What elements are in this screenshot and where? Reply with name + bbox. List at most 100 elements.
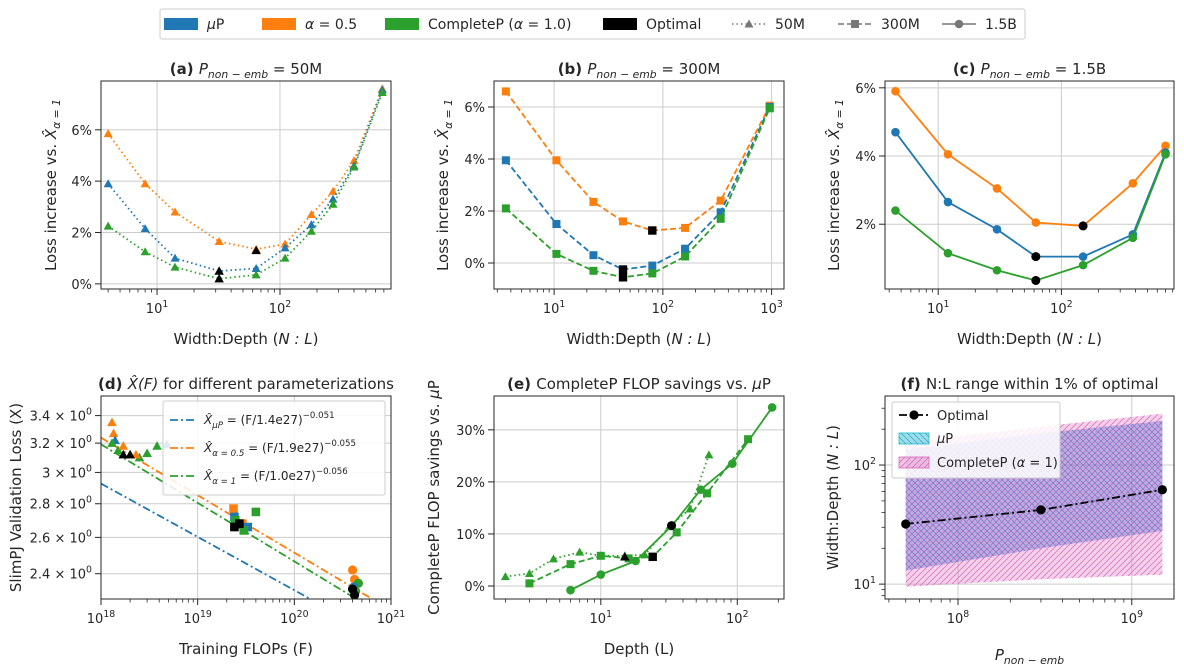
data-point	[681, 223, 690, 232]
panel-title-c-part-1: P	[981, 60, 991, 78]
legend-label-s50: 50M	[775, 17, 805, 33]
optimal-point	[214, 266, 224, 275]
y-axis-label-a-part-0: Loss increase vs.	[42, 139, 60, 271]
panel-title-d-part-1: X̂(F)	[127, 374, 159, 393]
x-tick-label-part-0: 10	[280, 612, 297, 627]
legend-marker-s50	[744, 19, 754, 28]
y-tick-label: 3.4 × 100	[30, 407, 92, 425]
data-point	[552, 220, 561, 228]
y-tick-label-part-2: 0	[86, 434, 92, 445]
legend-mup-label: μP	[936, 432, 953, 447]
y-tick-label: 6%	[464, 101, 485, 116]
y-tick-label: 101	[854, 575, 877, 593]
data-point	[681, 244, 690, 253]
data-point	[702, 489, 711, 498]
optimal-point	[620, 552, 630, 561]
fit-legend-label-0-part-3: −0.051	[303, 411, 335, 421]
y-tick-label-part-2: 0	[86, 495, 92, 506]
data-point	[589, 197, 598, 206]
fit-legend-label-1-part-1: α = 0.5	[212, 449, 245, 459]
x-tick-label: 1019	[183, 609, 211, 627]
legend-label-optimal: Optimal	[646, 17, 701, 33]
x-tick-label-part-0: 10	[183, 612, 200, 627]
y-tick-label: 0%	[464, 257, 485, 272]
data-point	[118, 449, 129, 459]
y-axis-label-c-part-2: α = 1	[833, 99, 846, 129]
panel-title-a-part-3: = 50M	[268, 60, 322, 78]
x-tick-label-part-0: 10	[652, 302, 669, 317]
data-point	[672, 528, 681, 537]
y-axis-label-b: Loss increase vs. X̂α = 1	[433, 99, 455, 271]
optimal-point	[648, 226, 657, 235]
data-point	[235, 519, 244, 528]
data-point	[685, 504, 695, 513]
panel-title-d-part-2: for different parameterizations	[158, 375, 394, 393]
data-point	[619, 217, 628, 226]
legend-marker-s15	[954, 19, 964, 29]
data-point	[306, 220, 316, 229]
band-legend: Optimal μP CompleteP (α = 1)	[891, 401, 1061, 479]
x-axis-label-d: Training FLOPs (F)	[178, 640, 313, 658]
y-axis-label-a-part-1: X̂	[41, 128, 60, 140]
fit-legend-label-2-part-3: −0.056	[316, 467, 348, 477]
axes-frame-b	[493, 80, 785, 290]
x-tick-label-part-0: 10	[543, 302, 560, 317]
x-axis-label-b-part-2: )	[706, 330, 712, 348]
fit-legend-frame	[162, 400, 386, 496]
x-tick-label: 1021	[377, 609, 405, 627]
legend-label-mup-part-0: μ	[206, 17, 216, 33]
optimal-point	[1031, 252, 1041, 262]
data-point	[992, 184, 1002, 193]
legend-mup-label-part-1: P	[945, 432, 953, 447]
y-tick-label-part-0: 3.2 ×	[30, 437, 70, 452]
x-tick-label-part-0: 10	[146, 302, 163, 317]
x-tick-label-part-0: 10	[269, 302, 286, 317]
data-point	[566, 585, 575, 595]
x-tick-label-part-1: 2	[1067, 299, 1073, 310]
data-point	[765, 104, 774, 113]
data-point	[566, 560, 575, 569]
x-tick-label: 102	[726, 609, 749, 627]
data-point	[280, 253, 290, 262]
legend-patch-alpha05	[262, 18, 296, 30]
panel-title-b-part-1: P	[587, 60, 597, 78]
data-point	[214, 236, 224, 245]
optimal-point	[1031, 275, 1041, 285]
fit-legend-label-0-part-2: = (F/1.4e27)	[223, 413, 303, 427]
legend-completep-label: CompleteP (α = 1)	[937, 456, 1058, 471]
y-axis-label-e-part-2: P	[425, 380, 443, 389]
y-axis-label-d: SlimPJ Validation Loss (X)	[7, 403, 25, 592]
series-line-0	[505, 454, 710, 578]
plot-area-e	[500, 403, 777, 595]
panel-title-c-part-2: non − emb	[990, 68, 1050, 81]
data-point	[992, 225, 1002, 234]
data-point	[548, 554, 558, 563]
y-tick-label-part-1: 1	[870, 575, 876, 586]
legend-label-completep-part-2: = 1.0)	[523, 17, 571, 33]
data-point	[767, 403, 777, 412]
fit-legend-label-1-part-0: X̂	[203, 441, 213, 455]
y-tick-label-part-2: 0	[86, 565, 92, 576]
data-point	[1161, 141, 1170, 151]
data-point	[716, 196, 725, 205]
y-tick-label-part-0: 3 ×	[42, 466, 69, 481]
data-point	[107, 417, 117, 427]
data-point	[525, 579, 534, 588]
legend-label-mup-part-1: P	[216, 17, 224, 33]
data-point	[696, 485, 706, 494]
fit-legend-label-1: X̂α = 0.5 = (F/1.9e27)−0.055	[203, 439, 356, 459]
x-tick-label: 109	[1121, 609, 1144, 627]
panel-title-f: (f) N:L range within 1% of optimal	[900, 375, 1158, 393]
y-tick-label: 20%	[456, 476, 485, 491]
x-axis-label-e-part-0: Depth (L)	[604, 640, 675, 658]
panel-title-f-part-0: (f)	[900, 375, 925, 393]
panel-title-b-part-2: non − emb	[596, 68, 656, 81]
y-tick-label: 2%	[464, 205, 485, 220]
y-tick-label-part-2: 0	[86, 463, 92, 474]
legend-label-s15-part-0: 1.5B	[985, 17, 1017, 33]
panel-title-a-part-1: P	[199, 60, 209, 78]
legend-label-completep: CompleteP (α = 1.0)	[428, 17, 571, 33]
